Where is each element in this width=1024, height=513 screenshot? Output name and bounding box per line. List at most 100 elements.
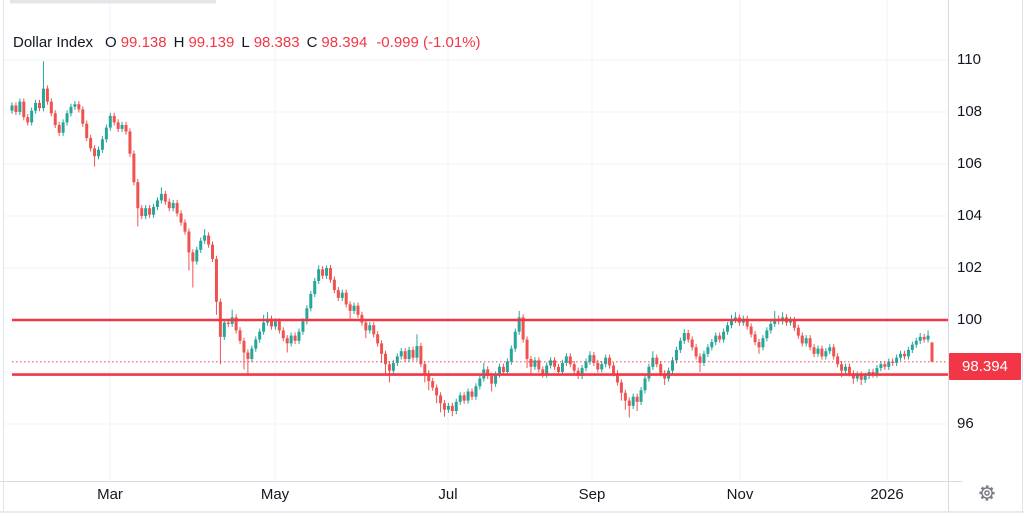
candle [682, 333, 686, 341]
candle [49, 101, 53, 114]
candle [879, 364, 883, 369]
candle [769, 323, 773, 331]
candle [513, 331, 517, 349]
candle [53, 113, 57, 125]
candle [175, 203, 179, 214]
candle [238, 330, 242, 341]
candle [435, 387, 439, 396]
candle [718, 335, 722, 340]
candle [816, 348, 820, 354]
candle [466, 391, 470, 401]
settings-gear-icon[interactable] [977, 483, 997, 503]
low-value: 98.383 [253, 34, 300, 51]
candle [321, 269, 325, 276]
candle [132, 153, 136, 183]
candle [545, 365, 549, 375]
candle [73, 104, 77, 107]
candle [313, 281, 317, 294]
candle [726, 325, 730, 332]
candle [140, 208, 144, 216]
candle [553, 360, 557, 367]
candle [501, 366, 505, 372]
candle [863, 375, 867, 380]
candle [922, 336, 926, 340]
candle [415, 346, 419, 358]
symbol-name[interactable]: Dollar Index [13, 34, 94, 51]
candle [356, 305, 360, 315]
candle [615, 373, 619, 383]
candle [549, 360, 553, 366]
candle [439, 395, 443, 404]
candle [600, 364, 604, 370]
candle [242, 340, 246, 353]
y-axis-tick-label: 106 [957, 155, 983, 172]
candle [258, 331, 262, 340]
y-axis-tick-label: 104 [957, 207, 983, 224]
price-level-lines[interactable] [12, 318, 948, 376]
candle [875, 368, 879, 375]
candle [191, 252, 195, 262]
candle [297, 331, 301, 341]
candle [608, 357, 612, 366]
candle [910, 344, 914, 350]
candle [623, 392, 627, 401]
candle [706, 347, 710, 354]
candle [800, 335, 804, 344]
candle [328, 268, 332, 280]
candle [745, 318, 749, 327]
candle [226, 322, 230, 324]
candle [89, 138, 93, 149]
candle [57, 125, 61, 133]
candle [757, 342, 761, 348]
candle [144, 208, 148, 216]
candle [659, 364, 663, 374]
candle [344, 292, 348, 305]
candle [773, 318, 777, 324]
candle [431, 381, 435, 388]
candle [533, 360, 537, 367]
candle [671, 360, 675, 371]
candle [442, 403, 446, 410]
candle [572, 364, 576, 371]
candle [22, 101, 26, 118]
candle [824, 351, 828, 357]
candle [340, 292, 344, 298]
candle [902, 353, 906, 357]
candle [411, 349, 415, 358]
candle [678, 340, 682, 350]
candle [317, 269, 321, 281]
candle [804, 338, 808, 344]
candle [753, 334, 757, 343]
candle [183, 222, 187, 232]
candle [887, 361, 891, 367]
candle [655, 357, 659, 365]
candle [556, 366, 560, 372]
candle [301, 321, 305, 332]
candle [592, 355, 596, 363]
top-partial-bar [10, 0, 216, 4]
candle [45, 88, 49, 102]
candle [376, 334, 380, 344]
candle [100, 139, 104, 150]
candle [427, 373, 431, 382]
candle [380, 343, 384, 354]
candle [761, 338, 765, 348]
current-price-value: 98.394 [962, 358, 1008, 375]
candle [93, 148, 97, 157]
candle [391, 362, 395, 371]
candle [26, 117, 30, 123]
candle [14, 105, 18, 112]
open-value: 99.138 [120, 34, 167, 51]
candle [828, 347, 832, 352]
candle [812, 347, 816, 354]
candle [159, 193, 163, 201]
open-label: O [105, 34, 117, 51]
candle [895, 357, 899, 363]
candle [541, 369, 545, 375]
candle [136, 182, 140, 209]
candle [171, 203, 175, 209]
high-label: H [173, 34, 185, 51]
low-label: L [241, 34, 250, 51]
